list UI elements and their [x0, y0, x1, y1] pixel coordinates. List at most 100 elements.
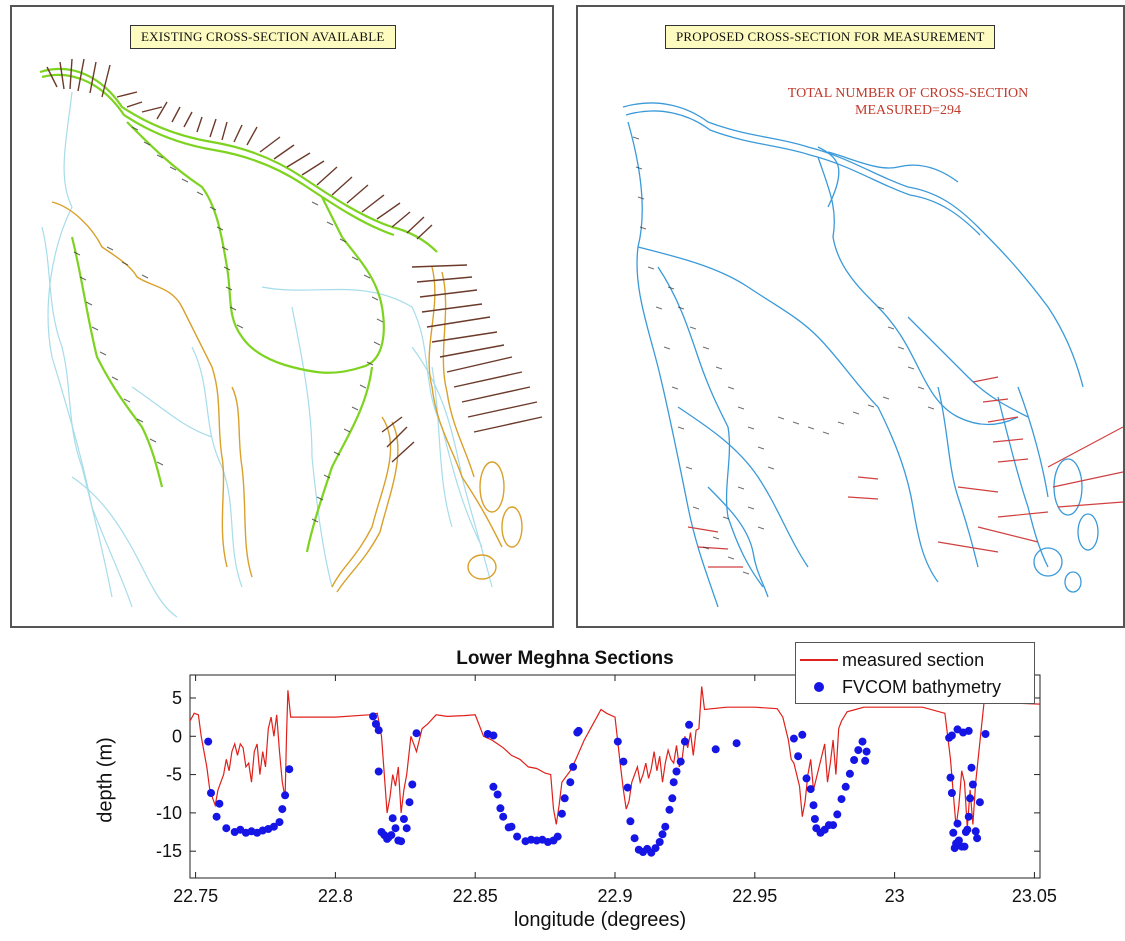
scatter-point-fvcom-bathymetry	[207, 789, 215, 797]
scatter-point-fvcom-bathymetry	[845, 769, 854, 778]
scatter-point-fvcom-bathymetry	[626, 817, 635, 826]
scatter-point-fvcom-bathymetry	[560, 794, 569, 803]
scatter-point-fvcom-bathymetry	[661, 822, 670, 831]
scatter-point-fvcom-bathymetry	[499, 812, 508, 821]
scatter-point-fvcom-bathymetry	[809, 801, 818, 810]
scatter-point-fvcom-bathymetry	[278, 805, 287, 814]
scatter-point-fvcom-bathymetry	[837, 795, 846, 804]
scatter-point-fvcom-bathymetry	[651, 844, 660, 853]
chart-title: Lower Meghna Sections	[456, 648, 674, 669]
scatter-point-fvcom-bathymetry	[215, 799, 224, 808]
scatter-point-fvcom-bathymetry	[212, 812, 221, 821]
scatter-point-fvcom-bathymetry	[685, 720, 694, 729]
scatter-point-fvcom-bathymetry	[566, 778, 575, 787]
scatter-point-fvcom-bathymetry	[489, 782, 498, 791]
scatter-point-fvcom-bathymetry	[798, 730, 807, 739]
legend-label-measured-section: measured section	[842, 649, 985, 670]
scatter-point-fvcom-bathymetry	[204, 737, 213, 746]
scatter-point-fvcom-bathymetry	[975, 798, 984, 807]
scatter-point-fvcom-bathymetry	[388, 814, 397, 823]
legend-dot-swatch	[814, 682, 824, 692]
scatter-point-fvcom-bathymetry	[630, 834, 639, 843]
scatter-point-fvcom-bathymetry	[569, 762, 578, 771]
scatter-point-fvcom-bathymetry	[949, 828, 958, 837]
y-tick-label: 5	[172, 688, 182, 708]
scatter-point-fvcom-bathymetry	[966, 794, 975, 803]
x-tick-label: 22.85	[453, 886, 498, 906]
scatter-point-fvcom-bathymetry	[553, 832, 562, 841]
scatter-point-fvcom-bathymetry	[964, 726, 973, 735]
y-tick-label: -5	[166, 765, 182, 785]
scatter-point-fvcom-bathymetry	[387, 831, 396, 840]
proposed-cross-section-map: PROPOSED CROSS-SECTION FOR MEASUREMENT T…	[576, 5, 1125, 628]
chart-canvas: 22.75 22.8 22.85 22.9 22.95 23 23.05 5 0 -5 -10 -15	[156, 674, 1057, 906]
scatter-point-fvcom-bathymetry	[946, 773, 955, 782]
scatter-point-fvcom-bathymetry	[496, 804, 505, 813]
scatter-point-fvcom-bathymetry	[794, 752, 803, 761]
total-cross-section-note: TOTAL NUMBER OF CROSS-SECTION MEASURED=2…	[758, 85, 1058, 119]
scatter-point-fvcom-bathymetry	[960, 842, 969, 851]
scatter-point-fvcom-bathymetry	[676, 757, 685, 766]
scatter-point-fvcom-bathymetry	[672, 767, 681, 776]
scatter-point-fvcom-bathymetry	[833, 810, 842, 819]
scatter-point-fvcom-bathymetry	[285, 765, 294, 774]
scatter-point-fvcom-bathymetry	[222, 824, 231, 833]
scatter-point-fvcom-bathymetry	[850, 756, 859, 764]
total-cross-section-note-line2: MEASURED=294	[855, 103, 961, 118]
scatter-point-fvcom-bathymetry	[619, 757, 628, 766]
y-tick-label: 0	[172, 726, 182, 746]
x-tick-label: 22.75	[173, 886, 218, 906]
proposed-cross-section-river-network	[622, 102, 1123, 608]
scatter-point-fvcom-bathymetry	[967, 763, 976, 772]
scatter-point-fvcom-bathymetry	[374, 767, 383, 776]
scatter-point-fvcom-bathymetry	[574, 726, 583, 735]
legend-item-measured-section: measured section	[796, 647, 984, 673]
scatter-point-fvcom-bathymetry	[954, 836, 963, 845]
scatter-point-fvcom-bathymetry	[829, 821, 838, 830]
scatter-point-fvcom-bathymetry	[391, 824, 400, 833]
scatter-point-fvcom-bathymetry	[557, 809, 566, 818]
scatter-point-fvcom-bathymetry	[858, 737, 867, 746]
scatter-point-fvcom-bathymetry	[655, 838, 664, 846]
x-tick-label: 22.95	[732, 886, 777, 906]
proposed-cross-section-banner: PROPOSED CROSS-SECTION FOR MEASUREMENT	[665, 25, 996, 49]
x-tick-label: 22.8	[318, 886, 353, 906]
scatter-point-fvcom-bathymetry	[513, 832, 522, 841]
legend-line-swatch	[800, 659, 838, 661]
scatter-point-fvcom-bathymetry	[399, 815, 408, 823]
scatter-point-fvcom-bathymetry	[412, 729, 421, 738]
scatter-point-fvcom-bathymetry	[981, 730, 990, 738]
scatter-point-fvcom-bathymetry	[281, 791, 290, 800]
x-axis-label: longitude (degrees)	[513, 909, 687, 931]
scatter-point-fvcom-bathymetry	[964, 812, 973, 821]
y-axis-label: depth (m)	[94, 737, 117, 823]
x-tick-label: 23.05	[1012, 886, 1057, 906]
lower-meghna-chart: 22.75 22.8 22.85 22.9 22.95 23 23.05 5 0 -5 -10 -15…	[0, 630, 1125, 941]
chart-legend: measured section FVCOM bathymetry	[795, 642, 1035, 704]
scatter-point-fvcom-bathymetry	[374, 726, 383, 735]
scatter-point-fvcom-bathymetry	[732, 739, 741, 748]
scatter-point-fvcom-bathymetry	[665, 805, 674, 814]
scatter-point-fvcom-bathymetry	[963, 825, 972, 834]
scatter-point-fvcom-bathymetry	[947, 789, 956, 797]
scatter-point-fvcom-bathymetry	[405, 798, 414, 807]
scatter-point-fvcom-bathymetry	[973, 834, 982, 843]
scatter-point-fvcom-bathymetry	[806, 785, 815, 794]
scatter-point-fvcom-bathymetry	[810, 815, 819, 823]
scatter-point-fvcom-bathymetry	[680, 737, 689, 746]
existing-cross-section-banner: EXISTING CROSS-SECTION AVAILABLE	[130, 25, 396, 49]
scatter-point-fvcom-bathymetry	[493, 790, 502, 799]
scatter-point-fvcom-bathymetry	[623, 783, 632, 792]
scatter-point-fvcom-bathymetry	[711, 745, 720, 754]
legend-item-fvcom-bathymetry: FVCOM bathymetry	[796, 674, 1001, 700]
scatter-point-fvcom-bathymetry	[947, 731, 956, 740]
x-tick-label: 23	[885, 886, 905, 906]
scatter-point-fvcom-bathymetry	[862, 747, 871, 756]
scatter-point-fvcom-bathymetry	[402, 824, 411, 833]
scatter-point-fvcom-bathymetry	[669, 778, 678, 787]
scatter-point-fvcom-bathymetry	[789, 734, 798, 743]
total-cross-section-note-line1: TOTAL NUMBER OF CROSS-SECTION	[787, 86, 1029, 101]
scatter-point-fvcom-bathymetry	[854, 746, 863, 755]
scatter-point-fvcom-bathymetry	[369, 712, 378, 721]
series-line-measured-section	[190, 686, 1040, 829]
